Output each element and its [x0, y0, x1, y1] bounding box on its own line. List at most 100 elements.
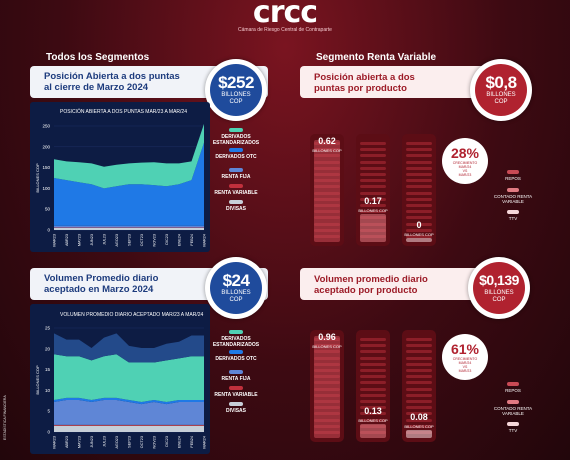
legend-item: REPOS [488, 170, 538, 181]
bar-stripe [360, 369, 386, 372]
legend-item: CONTADO RENTA VARIABLE [488, 188, 538, 204]
x-tick-label: MAR24 [203, 234, 207, 247]
card-title-line1: Posición Abierta a dos puntas [44, 71, 180, 82]
bar-stripe [360, 387, 386, 391]
legend-label: RENTA FIJA [221, 174, 251, 180]
bar-column: 0.17 BILLONES COP [356, 134, 390, 246]
bar-stripe [406, 185, 432, 189]
badge-currency: COP [494, 99, 508, 105]
growth-period: MAR/24 [458, 361, 472, 365]
badge-total-position: $252 BILLONES COP [205, 59, 267, 121]
legend-label: REPOS [505, 388, 521, 393]
x-tick-label: JUN23 [90, 436, 94, 448]
bar-stripe [360, 350, 386, 354]
bar-unit-label: BILLONES COP [312, 148, 342, 153]
growth-period: MAR/24 [458, 165, 472, 169]
legend-swatch [229, 370, 243, 374]
y-tick-label: 10 [45, 388, 51, 393]
bar-unit-label: BILLONES COP [404, 232, 434, 237]
bar-stripe [360, 166, 386, 170]
series-top [54, 333, 204, 363]
x-tick-label: FEB24 [190, 234, 194, 246]
x-tick-label: NOV23 [153, 234, 157, 246]
legend-swatch [229, 148, 243, 152]
legend-label: DIVISAS [225, 408, 246, 414]
bar-stripe [360, 381, 386, 385]
legend-swatch [229, 350, 243, 354]
x-tick-label: ABR23 [65, 436, 69, 448]
x-tick-label: AGO23 [115, 234, 119, 247]
series-derivados-estandarizados [54, 354, 204, 402]
bar-stripe [360, 393, 386, 397]
legend-label: CONTADO RENTA VARIABLE [493, 194, 533, 204]
growth-label: CRECIMIENTO [452, 161, 478, 165]
legend-item: REPOS [488, 382, 538, 393]
bar-stripe [406, 356, 432, 360]
legend-item: DERIVADOS OTC [206, 148, 266, 160]
bar-stripe [406, 418, 432, 422]
bar-stripe [406, 387, 432, 391]
bar-fill [406, 238, 432, 242]
chart-panel-2: VOLUMEN PROMEDIO DIARIO ACEPTADO MAR/23 … [30, 304, 210, 454]
badge-unit: BILLONES [484, 290, 514, 296]
logo: crcc Cámara de Riesgo Central de Contrap… [0, 0, 570, 33]
growth-vs: VS [462, 169, 468, 173]
bar-column: 0.62 BILLONES COP [310, 134, 344, 246]
y-tick-label: 5 [47, 409, 50, 414]
x-tick-label: OCT23 [140, 436, 144, 448]
y-tick-label: 100 [42, 186, 50, 191]
x-tick-label: SEP23 [128, 234, 132, 246]
chart-panel-1: POSICIÓN ABIERTA A DOS PUNTAS MAR/23 A M… [30, 102, 210, 252]
legend-item: TTV [488, 422, 538, 433]
area-chart-position: 0 50 100 150 200 250 BILLONES COP MAR23 ABR23 MAY… [35, 124, 207, 247]
bar-stripe [406, 222, 432, 226]
x-tick-label: ENE24 [178, 234, 182, 246]
x-tick-label: SEP23 [128, 436, 132, 448]
card-title-line1: Posición abierta a dos [314, 72, 415, 83]
badge-value: $0,8 [485, 73, 517, 92]
bar-stripe [406, 210, 432, 214]
growth-badge-2: 61% CRECIMIENTO MAR/24 VS MAR/23 [442, 334, 488, 380]
source-note: ESTADÍSTICA FINANCIERA [3, 395, 7, 440]
bar-value-label: 0.96 [318, 332, 336, 342]
y-tick-label: 200 [42, 144, 50, 149]
x-tick-label: MAR24 [203, 436, 207, 449]
y-tick-label: 50 [45, 207, 51, 212]
badge-value: $252 [218, 73, 254, 92]
bar-stripe [360, 362, 386, 366]
card-title-line2: puntas por producto [314, 83, 407, 94]
bar-stripe [360, 142, 386, 145]
x-tick-label: DIC23 [165, 234, 169, 245]
legend-swatch [229, 330, 243, 334]
y-tick-label: 0 [47, 228, 50, 233]
bar-stripe [360, 154, 386, 158]
bar-column: 0.13 BILLONES COP [356, 330, 390, 442]
bar-stripe [406, 400, 432, 403]
x-tick-label: AGO23 [115, 436, 119, 449]
legend-label: DERIVADOS OTC [215, 154, 257, 160]
legend-item: DERIVADOS ESTANDARIZADOS [206, 330, 266, 348]
legend-item: DERIVADOS OTC [206, 350, 266, 362]
legend-label: TTV [508, 216, 518, 221]
growth-vs: VS [462, 365, 468, 369]
y-axis-label: BILLONES COP [35, 365, 40, 395]
series-derivados-otc [54, 397, 204, 405]
series-divisas [54, 425, 204, 432]
bar-unit-label: BILLONES COP [358, 418, 388, 424]
bar-stripe [406, 350, 432, 354]
badge-currency: COP [229, 99, 243, 105]
y-tick-label: 25 [45, 326, 51, 331]
bar-value-label: 0.08 [410, 411, 428, 422]
bar-stripe [406, 173, 432, 176]
legend-item: CONTADO RENTA VARIABLE [488, 400, 538, 416]
bar-fill [314, 140, 340, 242]
chart-title-2: VOLUMEN PROMEDIO DIARIO ACEPTADO MAR/23 … [60, 312, 204, 318]
bar-stripe [360, 400, 386, 403]
card-title: Posición abierta a dos puntas por produc… [314, 72, 415, 94]
bar-stripe [360, 191, 386, 195]
card-title-line2: al cierre de Marzo 2024 [44, 82, 149, 93]
badge-total-volume: $24 BILLONES COP [205, 257, 267, 319]
series-renta-variable [54, 424, 204, 426]
bar-stripe [406, 160, 432, 164]
bar-column: 0.96 BILLONES COP [310, 330, 344, 442]
